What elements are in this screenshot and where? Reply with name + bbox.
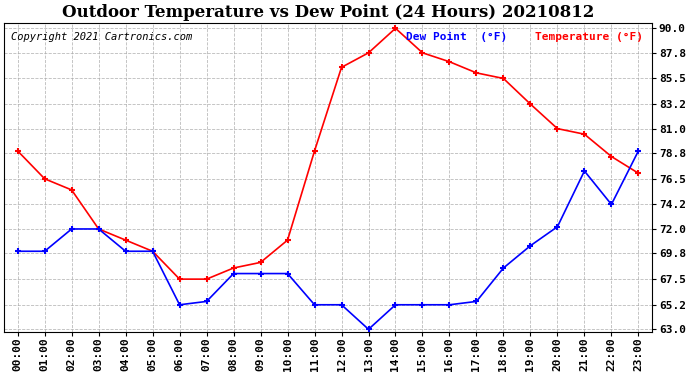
Text: Dew Point  (°F): Dew Point (°F) [406, 32, 507, 42]
Title: Outdoor Temperature vs Dew Point (24 Hours) 20210812: Outdoor Temperature vs Dew Point (24 Hou… [62, 4, 594, 21]
Text: Temperature (°F): Temperature (°F) [535, 32, 643, 42]
Text: Copyright 2021 Cartronics.com: Copyright 2021 Cartronics.com [10, 32, 192, 42]
